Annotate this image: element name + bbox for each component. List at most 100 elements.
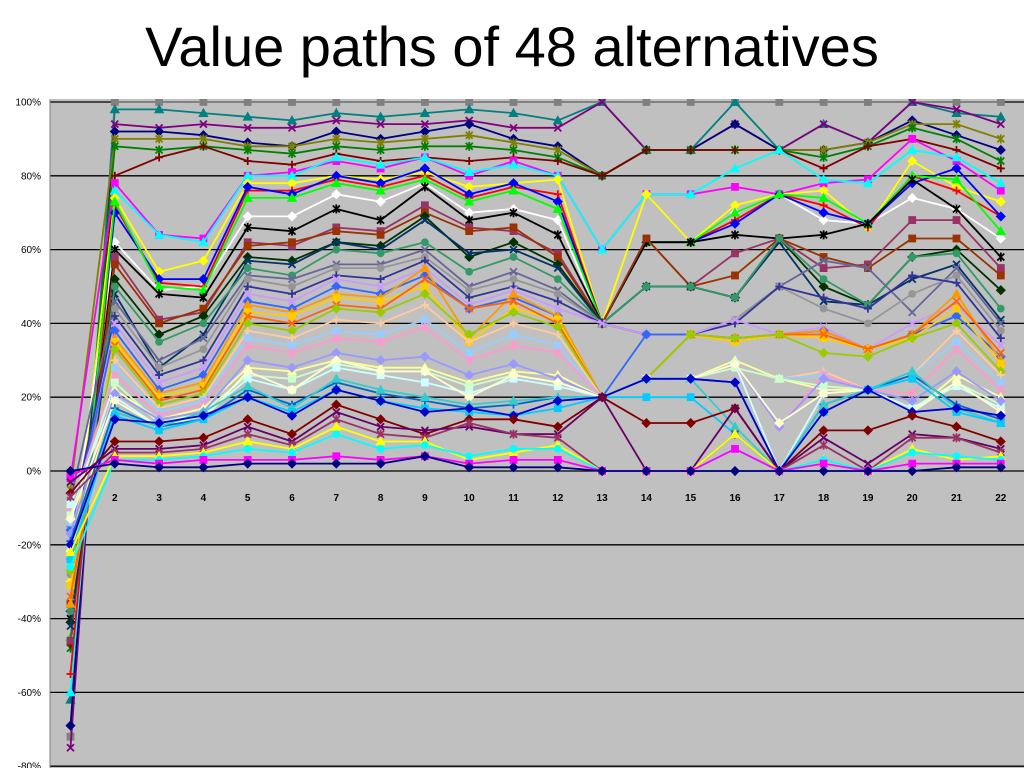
series-10-point-4 <box>198 255 209 266</box>
series-11-point-18 <box>818 215 829 226</box>
series-23-point-2 <box>110 312 119 321</box>
series-37-point-21 <box>951 377 962 388</box>
x-tick-label: 7 <box>334 493 340 504</box>
series-42-point-21 <box>951 421 962 432</box>
series-3-point-4 <box>199 120 208 129</box>
series-21-point-3 <box>154 356 164 365</box>
series-9-point-17 <box>774 144 785 154</box>
series-42-point-11 <box>508 414 519 425</box>
series-41-line <box>69 377 1001 546</box>
series-16-point-22 <box>996 264 1005 272</box>
series-16-point-20 <box>908 216 917 224</box>
series-13-point-16 <box>729 218 741 229</box>
series-22-point-2 <box>110 304 119 313</box>
series-46-point-8 <box>376 444 385 453</box>
series-23-point-18 <box>819 293 828 302</box>
series-9-point-1 <box>65 687 76 697</box>
series-39-point-8 <box>375 384 386 394</box>
series-44-point-20 <box>908 433 917 443</box>
series-6-point-22 <box>996 156 1005 166</box>
series-6-point-2 <box>110 141 119 151</box>
series-13-point-9 <box>419 163 430 174</box>
series-1-point-8 <box>376 99 385 106</box>
series-15-point-3 <box>154 289 164 299</box>
series-37-point-7 <box>331 355 342 366</box>
y-tick-label: 100% <box>15 98 41 109</box>
x-tick-label: 17 <box>774 493 786 504</box>
series-29-point-15 <box>685 329 696 340</box>
y-tick-label: 0% <box>27 467 42 478</box>
series-1-point-12 <box>553 99 562 106</box>
series-41-point-18 <box>818 406 829 418</box>
y-tick-label: -80% <box>18 762 41 768</box>
series-30-point-5 <box>243 326 252 335</box>
series-48-point-2 <box>109 458 120 469</box>
series-9-point-13 <box>596 244 608 254</box>
series-3-line <box>69 101 1002 748</box>
series-32-line <box>69 326 1002 509</box>
series-48-point-8 <box>375 458 386 469</box>
series-3-point-21 <box>952 105 961 114</box>
series-17-point-14 <box>642 234 651 243</box>
series-43-point-18 <box>819 433 828 442</box>
series-7-point-6 <box>288 160 296 169</box>
series-7-point-19 <box>863 142 872 151</box>
series-42-point-20 <box>907 410 918 421</box>
series-17-point-20 <box>908 234 917 243</box>
series-2-point-8 <box>375 111 386 121</box>
series-2-point-12 <box>552 115 563 125</box>
series-20-point-15 <box>686 282 695 291</box>
series-23-point-10 <box>465 293 474 302</box>
series-39-point-7 <box>331 373 342 383</box>
series-36-point-9 <box>419 351 430 362</box>
series-37-point-9 <box>419 366 430 377</box>
x-tick-label: 11 <box>508 493 519 504</box>
series-16-point-16 <box>731 249 739 258</box>
series-21-point-18 <box>819 256 828 265</box>
series-41-point-16 <box>729 377 741 388</box>
x-tick-label: 20 <box>907 493 919 504</box>
series-48-point-18 <box>818 465 829 477</box>
series-2-point-16 <box>729 99 741 106</box>
series-42-point-4 <box>198 432 209 443</box>
series-15-point-16 <box>730 230 740 240</box>
series-23-point-20 <box>908 271 917 280</box>
series-28-point-5 <box>243 311 252 321</box>
y-tick-label: -20% <box>18 540 41 551</box>
series-3-point-13 <box>597 99 607 107</box>
series-27-point-8 <box>376 297 385 306</box>
series-41-point-22 <box>995 410 1006 421</box>
series-19-point-10 <box>465 249 474 258</box>
series-14-point-18 <box>818 192 829 202</box>
x-tick-label: 22 <box>995 493 1007 504</box>
series-22-point-10 <box>465 286 474 295</box>
series-42-point-14 <box>641 417 652 429</box>
series-14-line <box>69 174 1002 638</box>
series-22-point-22 <box>996 326 1005 335</box>
y-tick-label: 40% <box>21 319 41 330</box>
series-9-point-22 <box>995 177 1006 188</box>
series-3-point-1 <box>66 743 75 752</box>
series-20-point-12 <box>553 275 562 284</box>
series-46-point-9 <box>421 441 429 450</box>
x-tick-label: 13 <box>597 493 609 504</box>
series-19-point-1 <box>66 621 75 631</box>
series-19-point-7 <box>332 238 341 247</box>
series-17-point-6 <box>288 238 296 247</box>
series-26-point-21 <box>951 288 962 298</box>
series-36-point-8 <box>375 355 386 366</box>
series-15-point-7 <box>332 204 341 214</box>
series-44-line <box>69 418 1002 498</box>
series-28-point-1 <box>66 592 75 601</box>
series-10-line <box>69 160 1002 582</box>
series-23-point-12 <box>553 297 562 306</box>
series-10-point-12 <box>552 174 563 185</box>
series-9-point-4 <box>198 236 209 247</box>
series-20-point-2 <box>110 282 119 291</box>
series-47-point-7 <box>332 452 341 461</box>
series-7-point-14 <box>642 145 651 154</box>
series-9-point-7 <box>331 152 342 162</box>
series-21-point-22 <box>996 319 1005 328</box>
series-39-point-11 <box>508 395 519 405</box>
series-11-point-7 <box>331 189 342 200</box>
